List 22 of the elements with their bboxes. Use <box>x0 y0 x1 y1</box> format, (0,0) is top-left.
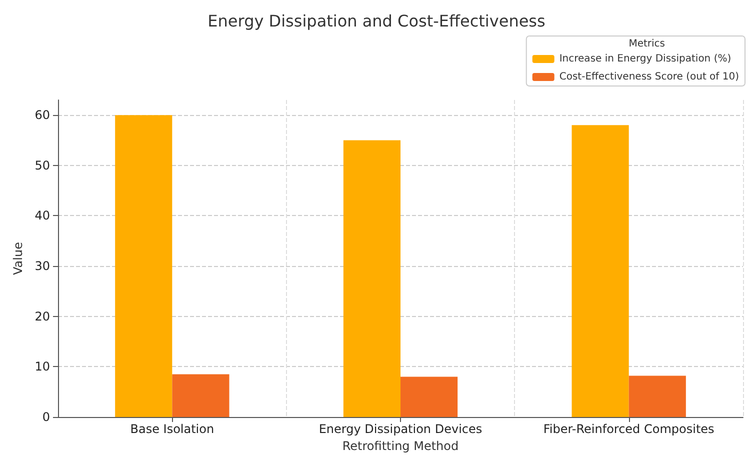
legend-label: Cost-Effectiveness Score (out of 10) <box>559 72 740 82</box>
x-tick-label: Base Isolation <box>130 422 214 436</box>
y-tick-label: 50 <box>34 158 50 172</box>
y-tick-label: 10 <box>34 360 50 374</box>
legend-label: Increase in Energy Dissipation (%) <box>559 54 732 64</box>
x-tick-label: Fiber-Reinforced Composites <box>543 422 714 436</box>
y-tick-label: 0 <box>42 410 50 424</box>
y-tick-label: 20 <box>34 309 50 324</box>
bar <box>628 376 686 417</box>
bar <box>400 376 458 417</box>
bar <box>572 125 629 417</box>
bar <box>115 115 172 417</box>
y-tick-label: 30 <box>34 259 50 274</box>
x-tick-label: Energy Dissipation Devices <box>318 422 482 436</box>
bar <box>172 374 230 417</box>
y-axis-title: Value <box>10 242 25 275</box>
legend-title: Metrics <box>628 38 666 50</box>
x-axis-title: Retrofitting Method <box>342 438 459 453</box>
chart-title: Energy Dissipation and Cost-Effectiveness <box>208 12 546 30</box>
bar <box>343 140 400 417</box>
y-tick-label: 60 <box>34 108 50 122</box>
y-tick-label: 40 <box>34 208 50 223</box>
